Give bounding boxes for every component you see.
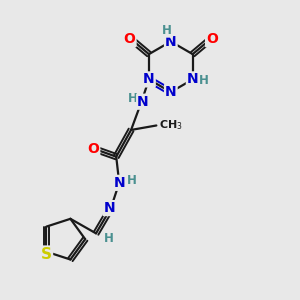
Text: N: N: [137, 95, 149, 109]
Text: CH$_3$: CH$_3$: [159, 118, 183, 132]
Text: O: O: [87, 142, 99, 156]
Text: N: N: [113, 176, 125, 190]
Text: N: N: [143, 72, 155, 86]
Text: N: N: [103, 201, 115, 215]
Text: O: O: [124, 32, 136, 46]
Text: S: S: [41, 247, 52, 262]
Text: O: O: [206, 32, 218, 46]
Text: N: N: [165, 85, 177, 99]
Text: H: H: [128, 92, 138, 105]
Text: N: N: [187, 72, 199, 86]
Text: H: H: [127, 174, 136, 187]
Text: H: H: [199, 74, 209, 87]
Text: H: H: [103, 232, 113, 245]
Text: H: H: [162, 24, 172, 37]
Text: N: N: [165, 34, 177, 49]
